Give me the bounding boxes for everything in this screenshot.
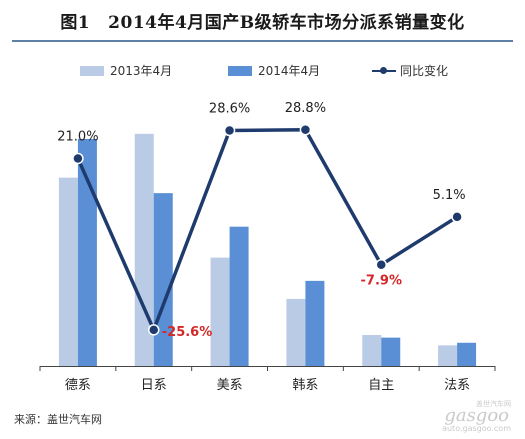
legend-item-yoy: 同比变化 [372,62,448,79]
source-text: 来源：盖世汽车网 [14,413,102,426]
bar-2013-0 [58,177,78,366]
title-text: 2014年4月国产B级轿车市场分派系销量变化 [108,13,465,33]
category-label-4: 自主 [368,378,394,393]
yoy-point-5 [451,211,463,223]
category-label-0: 德系 [65,378,91,393]
category-label-3: 韩系 [292,378,318,393]
legend-item-2014: 2014年4月 [228,62,320,79]
legend-label-2014: 2014年4月 [258,64,321,78]
yoy-label-0: 21.0% [57,129,98,144]
chart-legend: 2013年4月 2014年4月 同比变化 [0,62,525,80]
legend-swatch-2014 [228,65,252,76]
bar-2014-4 [381,337,401,366]
bar-2014-0 [77,138,97,366]
category-label-1: 日系 [141,378,167,393]
bar-2014-3 [305,280,325,366]
legend-label-yoy: 同比变化 [400,64,449,78]
legend-label-2013: 2013年4月 [110,64,173,78]
yoy-label-4: -7.9% [361,274,402,289]
yoy-label-5: 5.1% [433,188,466,203]
legend-swatch-2013 [80,65,104,76]
yoy-point-3 [299,124,312,136]
yoy-point-1 [148,324,160,336]
yoy-point-4 [375,258,387,271]
watermark-logo: gasgoo [444,405,509,426]
yoy-point-0 [72,152,84,165]
figure-label: 图1 [60,13,91,33]
yoy-label-2: 28.6% [209,102,250,117]
yoy-point-2 [223,124,236,137]
bar-2014-5 [457,342,477,366]
bar-2014-1 [153,193,173,366]
watermark-url: auto.gasgoo.com [442,424,511,433]
yoy-label-3: 28.8% [285,101,326,116]
bar-2013-2 [210,257,230,366]
legend-line-swatch [372,66,396,76]
bar-2013-3 [286,298,306,366]
watermark-cn: 盖世汽车网 [476,400,511,408]
yoy-label-1: -25.6% [162,325,213,340]
chart-title: 图1 2014年4月国产B级轿车市场分派系销量变化 [0,8,525,33]
yoy-line [76,128,459,332]
category-label-5: 法系 [444,378,470,393]
bar-2013-5 [438,345,458,366]
bar-2013-1 [134,133,154,366]
title-divider [12,40,513,42]
gasgoo-watermark: 盖世汽车网 gasgoo auto.gasgoo.com [421,399,511,433]
legend-item-2013: 2013年4月 [80,62,172,79]
bar-2013-4 [362,335,382,366]
bar-2014-2 [229,226,249,366]
category-label-2: 美系 [217,378,243,393]
